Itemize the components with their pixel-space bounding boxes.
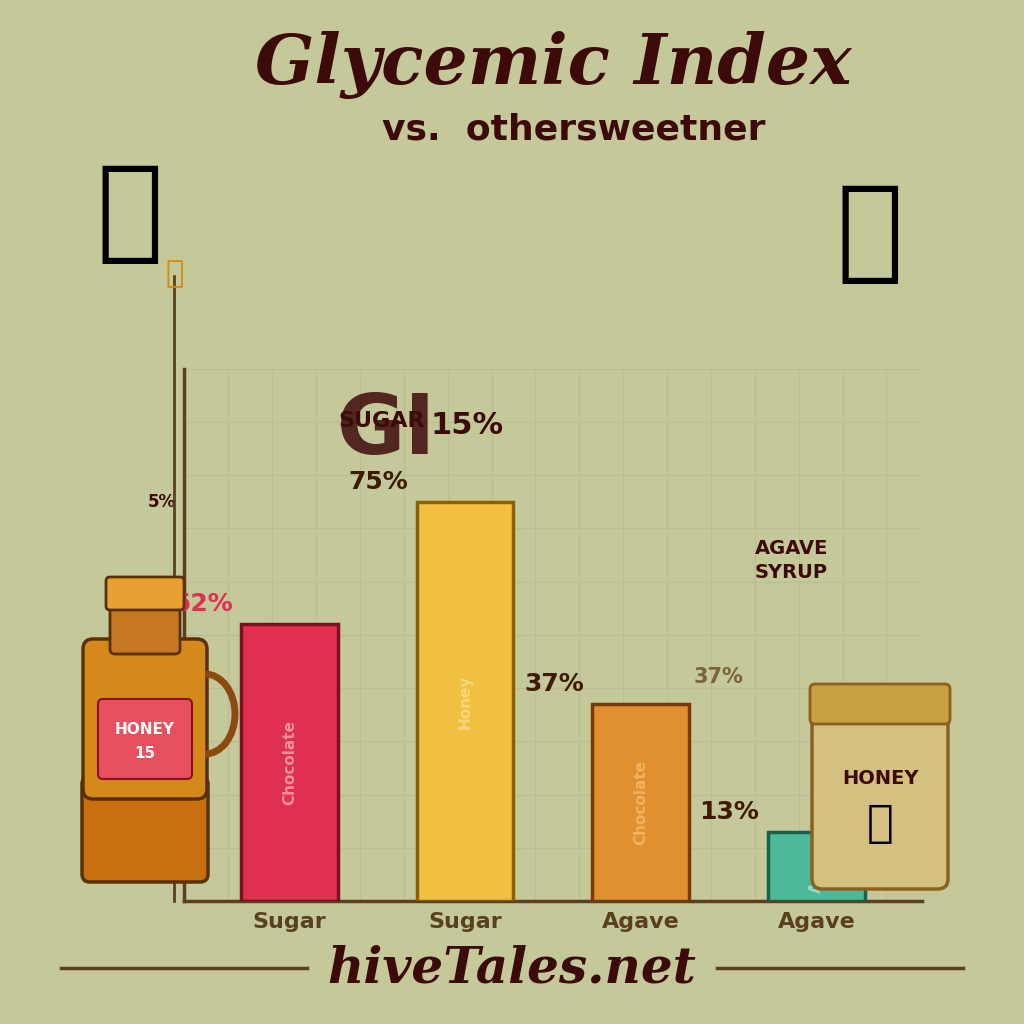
Text: SUGAR: SUGAR bbox=[339, 412, 425, 431]
Text: 🐝: 🐝 bbox=[96, 161, 163, 267]
Text: Honey: Honey bbox=[458, 674, 473, 729]
Text: hiveTales.net: hiveTales.net bbox=[328, 944, 696, 993]
Bar bbox=[417, 502, 513, 901]
Text: 5%: 5% bbox=[147, 493, 175, 511]
Text: Glycemic Index: Glycemic Index bbox=[255, 31, 851, 98]
Text: 13%: 13% bbox=[816, 796, 869, 815]
Text: 13%: 13% bbox=[699, 800, 759, 824]
Bar bbox=[242, 625, 338, 901]
Text: vs.  othersweetner: vs. othersweetner bbox=[382, 113, 765, 146]
FancyBboxPatch shape bbox=[812, 709, 948, 889]
FancyBboxPatch shape bbox=[98, 699, 193, 779]
Text: 5%: 5% bbox=[147, 626, 175, 644]
Bar bbox=[768, 831, 864, 901]
Text: HONEY: HONEY bbox=[115, 722, 175, 736]
Text: 52%: 52% bbox=[173, 592, 232, 616]
Text: 15: 15 bbox=[134, 746, 156, 762]
Text: 37%: 37% bbox=[524, 672, 584, 696]
Text: 💧: 💧 bbox=[166, 259, 184, 289]
Text: 🍯: 🍯 bbox=[837, 180, 903, 288]
Text: GI: GI bbox=[337, 390, 436, 471]
FancyBboxPatch shape bbox=[110, 599, 180, 654]
Text: HONEY: HONEY bbox=[842, 769, 919, 788]
FancyBboxPatch shape bbox=[810, 684, 950, 724]
Text: 15%: 15% bbox=[430, 412, 503, 440]
FancyBboxPatch shape bbox=[83, 639, 207, 799]
Text: 🍯: 🍯 bbox=[866, 803, 893, 846]
FancyBboxPatch shape bbox=[106, 577, 184, 610]
Text: 37%: 37% bbox=[693, 668, 743, 687]
Text: AGAVE
SYRUP: AGAVE SYRUP bbox=[755, 539, 828, 582]
Text: Chocolate: Chocolate bbox=[633, 760, 648, 845]
Text: 75%: 75% bbox=[348, 470, 409, 494]
Text: 5%: 5% bbox=[147, 759, 175, 777]
FancyBboxPatch shape bbox=[82, 776, 208, 882]
Text: Chocolate: Chocolate bbox=[283, 720, 297, 805]
Bar bbox=[593, 705, 689, 901]
Text: Agave: Agave bbox=[809, 840, 823, 893]
